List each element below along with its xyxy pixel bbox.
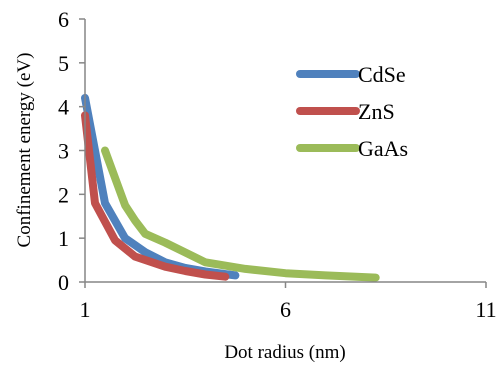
x-axis-label: Dot radius (nm)	[224, 342, 345, 363]
axes	[84, 19, 486, 283]
x-tick-label: 11	[475, 297, 496, 322]
y-tick-label: 5	[58, 51, 69, 76]
y-tick-label: 0	[58, 270, 69, 295]
legend-item-gaas: GaAs	[296, 136, 408, 161]
x-tick-label: 6	[280, 297, 291, 322]
legend-item-zns: ZnS	[296, 99, 395, 124]
y-tick-label: 3	[58, 139, 69, 164]
legend-label: CdSe	[358, 62, 406, 87]
legend-label: GaAs	[358, 136, 408, 161]
y-tick-label: 2	[58, 182, 69, 207]
series-line-cdse	[81, 93, 240, 280]
legend: CdSe ZnS GaAs	[296, 62, 408, 161]
series-line-gaas	[101, 146, 380, 282]
legend-item-cdse: CdSe	[296, 62, 406, 87]
legend-label: ZnS	[358, 99, 395, 124]
series-line-zns	[81, 111, 230, 281]
y-tick-label: 6	[58, 7, 69, 32]
y-tick-label: 1	[58, 226, 69, 251]
y-tick-label: 4	[58, 95, 69, 120]
x-tick-label: 1	[80, 297, 91, 322]
y-axis-label: Confinement energy (eV)	[14, 53, 35, 248]
plot-area	[81, 93, 380, 282]
